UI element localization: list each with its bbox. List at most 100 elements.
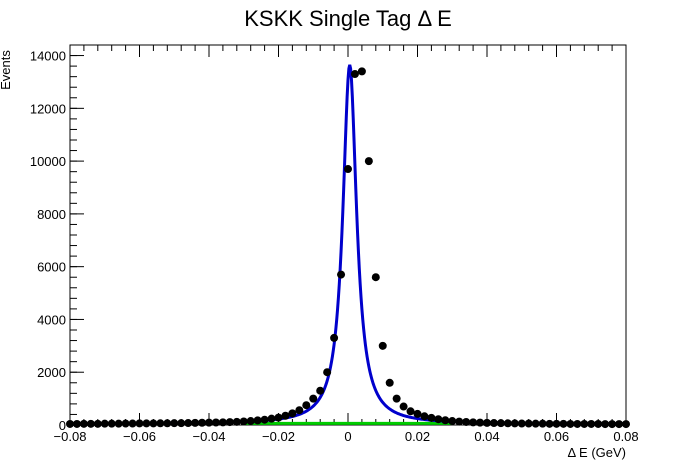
data-point bbox=[489, 419, 498, 428]
data-point bbox=[566, 419, 575, 428]
data-point bbox=[177, 419, 186, 428]
data-point bbox=[441, 416, 450, 425]
data-point bbox=[496, 419, 505, 428]
y-tick-label: 12000 bbox=[30, 101, 66, 116]
data-point bbox=[608, 420, 617, 429]
x-tick-label: 0 bbox=[344, 429, 351, 444]
x-axis-label: Δ E (GeV) bbox=[567, 445, 626, 460]
data-point bbox=[211, 418, 220, 427]
data-point bbox=[232, 417, 241, 426]
data-point bbox=[100, 419, 109, 428]
data-point bbox=[163, 419, 172, 428]
y-tick-label: 6000 bbox=[37, 260, 66, 275]
data-point bbox=[587, 419, 596, 428]
data-point bbox=[86, 419, 95, 428]
x-tick-label: −0.02 bbox=[262, 429, 295, 444]
data-point bbox=[337, 270, 346, 279]
x-tick-label: 0.06 bbox=[544, 429, 569, 444]
x-tick-label: 0.04 bbox=[474, 429, 499, 444]
data-point bbox=[545, 419, 554, 428]
data-point bbox=[399, 402, 408, 411]
data-point bbox=[406, 407, 415, 416]
data-point bbox=[66, 419, 74, 428]
data-point bbox=[309, 394, 318, 403]
data-point bbox=[79, 419, 88, 428]
x-tick-label: −0.04 bbox=[193, 429, 226, 444]
data-point bbox=[72, 419, 81, 428]
data-point bbox=[378, 341, 387, 350]
data-point bbox=[93, 419, 102, 428]
y-axis-label: Events bbox=[0, 50, 13, 90]
data-point bbox=[281, 411, 290, 420]
data-point bbox=[295, 406, 304, 415]
data-point bbox=[198, 418, 207, 427]
x-tick-label: 0.08 bbox=[613, 429, 638, 444]
data-point bbox=[225, 418, 234, 427]
data-point bbox=[107, 419, 116, 428]
data-point bbox=[218, 418, 227, 427]
data-point bbox=[114, 419, 123, 428]
data-points bbox=[66, 67, 630, 429]
data-point bbox=[121, 419, 130, 428]
data-point bbox=[580, 419, 589, 428]
y-tick-label: 14000 bbox=[30, 49, 66, 64]
data-point bbox=[239, 417, 248, 426]
data-point bbox=[552, 419, 561, 428]
data-point bbox=[302, 401, 311, 410]
data-point bbox=[253, 416, 262, 425]
x-tick-label: −0.08 bbox=[54, 429, 87, 444]
data-point bbox=[469, 418, 478, 427]
data-point bbox=[135, 419, 144, 428]
data-point bbox=[156, 419, 165, 428]
data-point bbox=[316, 386, 325, 395]
y-ticks: 0 2000 4000 6000 8000 10000 12000 14000 bbox=[30, 44, 84, 433]
data-point bbox=[246, 417, 255, 426]
data-point bbox=[559, 419, 568, 428]
data-point bbox=[191, 418, 200, 427]
data-point bbox=[622, 420, 630, 429]
data-point bbox=[510, 419, 519, 428]
data-point bbox=[184, 419, 193, 428]
data-point bbox=[149, 419, 158, 428]
data-point bbox=[274, 413, 283, 422]
chart-title: KSKK Single Tag Δ E bbox=[244, 6, 452, 31]
data-point bbox=[344, 165, 352, 174]
data-point bbox=[476, 418, 485, 427]
signal-fit-curve bbox=[69, 64, 626, 426]
data-point bbox=[531, 419, 540, 428]
data-point bbox=[524, 419, 533, 428]
data-point bbox=[483, 418, 491, 427]
data-point bbox=[267, 414, 276, 423]
data-point bbox=[462, 417, 471, 426]
data-point bbox=[455, 417, 464, 426]
data-point bbox=[371, 273, 380, 282]
data-point bbox=[392, 394, 401, 403]
data-point bbox=[517, 419, 526, 428]
data-point bbox=[288, 409, 297, 418]
data-point bbox=[413, 409, 422, 418]
data-point bbox=[427, 413, 436, 422]
y-tick-label: 2000 bbox=[37, 365, 66, 380]
data-point bbox=[594, 419, 603, 428]
y-tick-label: 0 bbox=[59, 418, 66, 433]
y-tick-label: 8000 bbox=[37, 207, 66, 222]
x-tick-label: −0.06 bbox=[123, 429, 156, 444]
data-point bbox=[364, 157, 373, 166]
y-tick-label: 4000 bbox=[37, 312, 66, 327]
data-point bbox=[350, 70, 359, 79]
data-point bbox=[142, 419, 151, 428]
y-tick-label: 10000 bbox=[30, 154, 66, 169]
data-point bbox=[128, 419, 137, 428]
data-point bbox=[357, 67, 366, 76]
data-point bbox=[615, 420, 624, 429]
data-point bbox=[448, 417, 457, 426]
x-tick-label: 0.02 bbox=[405, 429, 430, 444]
data-point bbox=[420, 412, 429, 421]
curves bbox=[69, 64, 626, 426]
data-point bbox=[385, 378, 394, 387]
data-point bbox=[205, 418, 213, 427]
data-point bbox=[330, 333, 339, 342]
data-point bbox=[601, 420, 610, 429]
